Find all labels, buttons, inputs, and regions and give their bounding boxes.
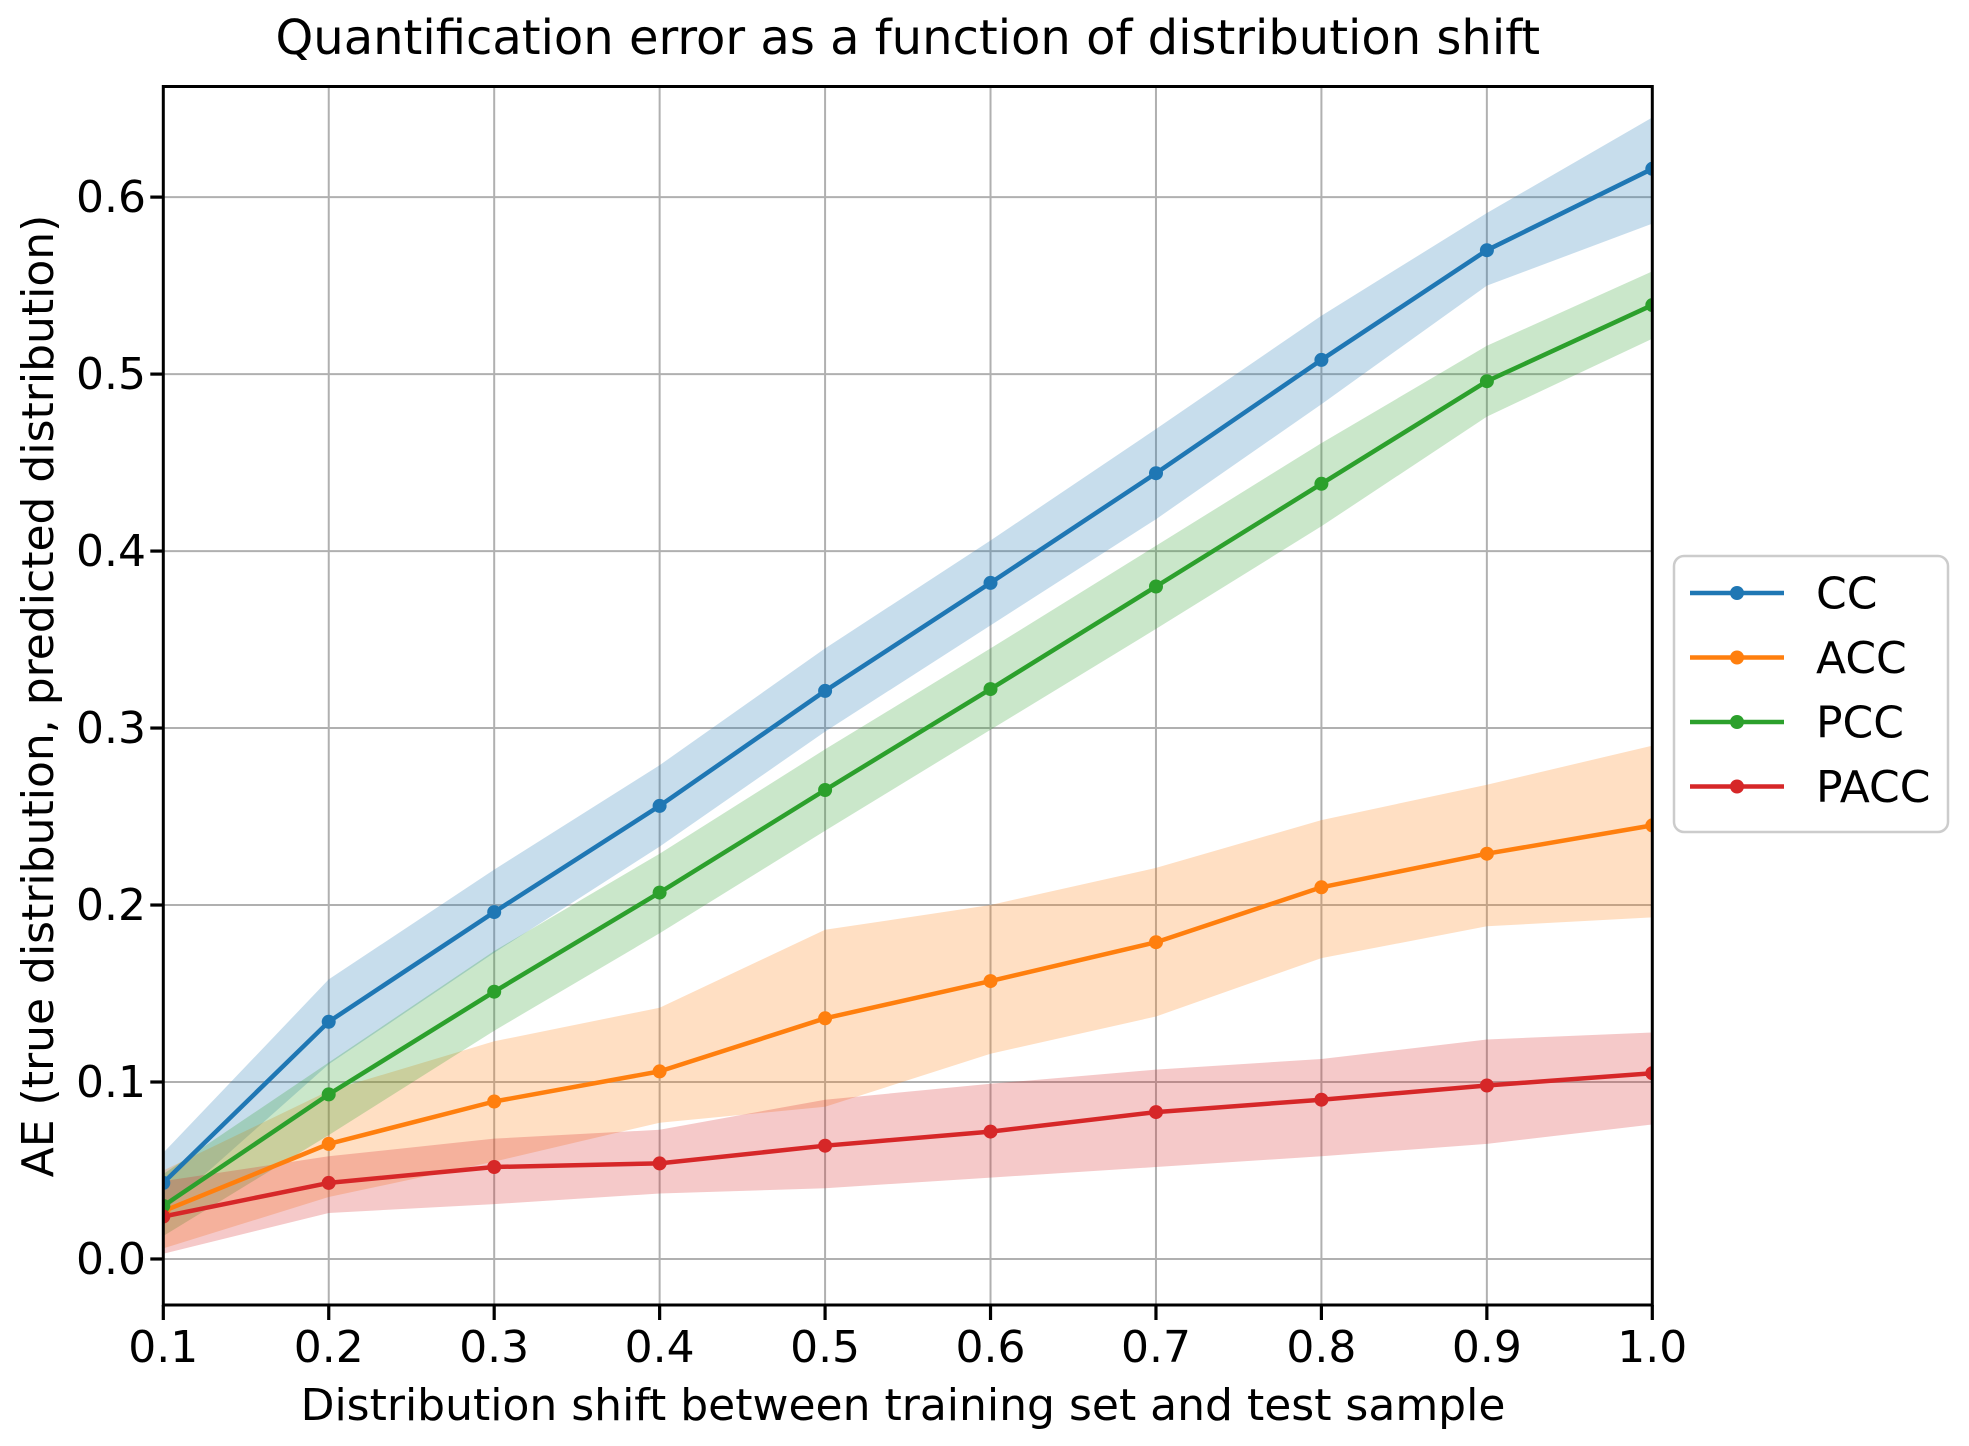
legend-marker-dot <box>1730 715 1744 729</box>
x-tick-label: 0.9 <box>1452 1322 1522 1373</box>
chart-title: Quantification error as a function of di… <box>276 10 1541 66</box>
series-line-PCC <box>163 302 1653 1209</box>
data-point-CC <box>1149 466 1163 481</box>
y-tick-label: 0.2 <box>76 880 146 931</box>
x-tick-label: 0.1 <box>128 1322 198 1373</box>
series-line-PACC <box>163 1070 1653 1219</box>
legend-label: ACC <box>1816 633 1907 684</box>
data-point-ACC <box>1149 935 1163 950</box>
legend-marker-dot <box>1730 586 1744 600</box>
data-point-PACC <box>652 1156 667 1171</box>
data-point-CC <box>652 798 667 813</box>
confidence-band-PCC <box>163 271 1653 1236</box>
legend-label: PCC <box>1816 698 1904 749</box>
data-point-CC <box>818 683 833 698</box>
data-point-ACC <box>818 1011 833 1026</box>
data-point-CC <box>163 1175 171 1190</box>
y-axis-label: AE (true distribution, predicted distrib… <box>13 215 64 1178</box>
confidence-band-PACC <box>163 1032 1653 1254</box>
data-point-PCC <box>983 682 998 697</box>
legend: CC ACC PCC PACC <box>1672 554 1950 834</box>
x-tick-label: 0.4 <box>625 1322 695 1373</box>
series-lines <box>163 166 1653 1219</box>
data-point-PACC <box>983 1124 998 1139</box>
x-tick-label: 0.2 <box>294 1322 364 1373</box>
series-line-ACC <box>163 823 1653 1214</box>
x-tick-label: 0.5 <box>790 1322 860 1373</box>
y-tick-label: 0.4 <box>76 526 146 577</box>
y-tick-label: 0.6 <box>76 172 146 223</box>
y-tick-label: 0.3 <box>76 703 146 754</box>
x-axis-label: Distribution shift between training set … <box>301 1380 1506 1431</box>
legend-item-cc: CC <box>1690 569 1877 620</box>
data-point-ACC <box>652 1064 667 1079</box>
data-point-PACC <box>321 1175 336 1190</box>
data-point-PCC <box>321 1087 336 1102</box>
x-tick-label: 0.7 <box>1121 1322 1191 1373</box>
series-line-CC <box>163 166 1653 1186</box>
data-point-PACC <box>1479 1078 1494 1093</box>
legend-box <box>1672 554 1950 834</box>
x-tick-label: 0.8 <box>1286 1322 1356 1373</box>
data-point-ACC <box>1645 818 1653 833</box>
data-point-PCC <box>163 1198 171 1213</box>
legend-label: CC <box>1816 569 1877 620</box>
data-point-PCC <box>818 783 833 797</box>
y-tick-label: 0.1 <box>76 1057 146 1108</box>
data-point-PACC <box>1314 1092 1329 1107</box>
data-point-PCC <box>1479 374 1494 389</box>
legend-marker-dot <box>1730 779 1744 794</box>
data-point-ACC <box>1314 880 1329 895</box>
data-point-PACC <box>1149 1105 1163 1120</box>
data-point-ACC <box>321 1136 336 1151</box>
y-tick-label: 0.0 <box>76 1234 146 1285</box>
data-point-PACC <box>163 1209 171 1224</box>
x-tick-label: 0.3 <box>459 1322 529 1373</box>
legend-marker-dot <box>1730 650 1744 665</box>
data-point-PACC <box>818 1138 833 1153</box>
data-point-CC <box>1645 161 1653 176</box>
legend-item-pacc: PACC <box>1690 762 1931 813</box>
data-point-PCC <box>652 885 667 900</box>
axis-tick-marks <box>150 195 1654 1320</box>
data-point-PCC <box>487 984 502 999</box>
data-point-markers <box>163 161 1653 1224</box>
data-point-PACC <box>1645 1066 1653 1081</box>
plot-border <box>161 85 1654 1307</box>
data-point-PCC <box>1314 476 1329 491</box>
legend-item-pcc: PCC <box>1690 698 1904 749</box>
y-tick-label: 0.5 <box>76 349 146 400</box>
data-point-CC <box>1479 243 1494 258</box>
data-point-CC <box>321 1014 336 1029</box>
data-point-PACC <box>487 1160 502 1174</box>
data-point-ACC <box>1479 846 1494 861</box>
data-point-CC <box>1314 352 1329 367</box>
data-point-CC <box>487 905 502 920</box>
confidence-band-ACC <box>163 745 1653 1249</box>
data-point-CC <box>983 575 998 590</box>
x-axis-tick-labels: 0.1 0.2 0.3 0.4 0.5 0.6 0.7 0.8 0.9 1.0 <box>128 1322 1687 1373</box>
legend-item-acc: ACC <box>1690 633 1907 684</box>
data-point-PCC <box>1149 579 1163 594</box>
x-tick-label: 0.6 <box>956 1322 1026 1373</box>
y-axis-tick-labels: 0.0 0.1 0.2 0.3 0.4 0.5 0.6 <box>76 172 146 1285</box>
legend-label: PACC <box>1816 762 1931 813</box>
data-point-PCC <box>1645 298 1653 313</box>
data-point-ACC <box>487 1094 502 1109</box>
x-tick-label: 1.0 <box>1617 1322 1687 1373</box>
data-point-ACC <box>983 974 998 989</box>
